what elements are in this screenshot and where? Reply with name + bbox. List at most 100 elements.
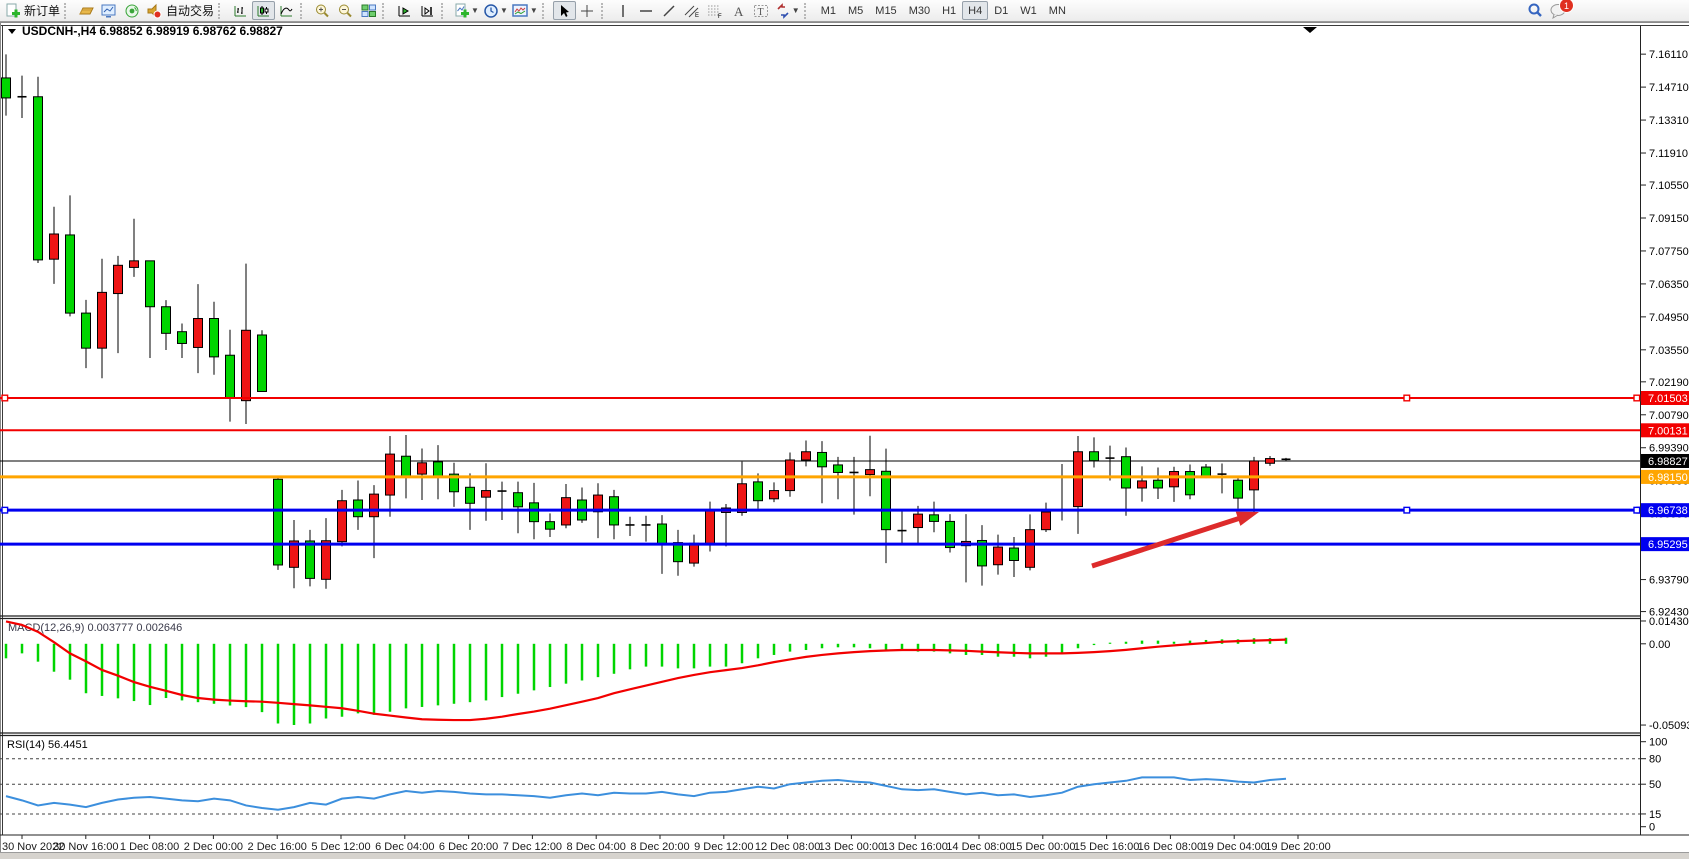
bar-chart-icon — [234, 5, 246, 16]
zoom-out-icon — [339, 4, 352, 17]
time-tick-label: 15 Dec 16:00 — [1074, 841, 1139, 853]
rsi-panel[interactable] — [0, 758, 1640, 815]
time-tick-label: 13 Dec 00:00 — [819, 841, 884, 853]
autotrading-label: 自动交易 — [166, 4, 215, 18]
timeframe-h4-button[interactable]: H4 — [962, 1, 989, 20]
time-tick-label: 30 Nov 2022 — [2, 841, 64, 853]
auto-scroll-button[interactable] — [393, 1, 416, 20]
trendline-button[interactable] — [658, 1, 681, 20]
text-icon: A — [734, 4, 744, 19]
time-tick-label: 30 Nov 16:00 — [53, 841, 118, 853]
chart-title-collapse-icon[interactable] — [8, 29, 16, 34]
tile-windows-button[interactable] — [357, 1, 380, 20]
price-tick-label: 7.10550 — [1649, 180, 1689, 192]
timeframe-w1-button[interactable]: W1 — [1020, 4, 1037, 17]
zoom-out-button[interactable] — [334, 1, 357, 20]
new-order-icon — [6, 3, 20, 17]
line-handle[interactable] — [1403, 506, 1411, 514]
crosshair-button[interactable] — [576, 1, 599, 20]
time-tick-label: 12 Dec 08:00 — [755, 841, 820, 853]
search-icon — [1528, 3, 1542, 17]
candlestick-icon — [257, 5, 269, 16]
tile-windows-icon — [361, 4, 376, 17]
rsi-scale-label: 80 — [1649, 754, 1661, 766]
timeframe-h1-button[interactable]: H1 — [942, 4, 957, 17]
svg-text:7.00131: 7.00131 — [1648, 425, 1688, 437]
svg-text:T: T — [757, 7, 763, 18]
rsi-scale-label: 15 — [1649, 809, 1661, 821]
chart-shift-marker[interactable] — [1303, 27, 1317, 33]
trend-arrow-object[interactable] — [1091, 511, 1259, 569]
profiles-button[interactable] — [75, 1, 98, 20]
zoom-in-button[interactable] — [311, 1, 334, 20]
svg-text:6.98150: 6.98150 — [1648, 472, 1688, 484]
timeframe-m5-button[interactable]: M5 — [848, 4, 864, 17]
text-button[interactable]: A — [727, 1, 750, 20]
rsi-scale-label: 0 — [1649, 822, 1655, 834]
search-button[interactable] — [1523, 1, 1546, 20]
notifications-button[interactable]: 1 — [1546, 0, 1574, 20]
indicators-button[interactable]: ▼ — [452, 1, 481, 20]
arrows-button[interactable]: ▼ — [773, 1, 802, 20]
window-bottom-edge — [0, 852, 1689, 859]
toolbar-grip — [600, 2, 610, 19]
new-order-button[interactable]: 新订单 — [3, 1, 62, 20]
time-tick-label: 19 Dec 04:00 — [1201, 841, 1266, 853]
toolbar-grip — [300, 2, 309, 19]
bar-chart-button[interactable] — [229, 1, 252, 20]
price-tick-label: 6.93790 — [1649, 575, 1689, 587]
time-tick-label: 9 Dec 12:00 — [694, 841, 753, 853]
price-tag-6.98827: 6.98827 — [1641, 453, 1689, 468]
timeframe-d1-button[interactable]: D1 — [994, 4, 1009, 17]
macd-scale-label: -0.050937 — [1649, 720, 1689, 732]
toolbar-grip — [382, 2, 391, 19]
line-chart-button[interactable] — [275, 1, 298, 20]
vertical-line-button[interactable] — [612, 1, 635, 20]
charts-button[interactable] — [98, 1, 121, 20]
fibonacci-button[interactable]: F — [704, 1, 727, 20]
time-tick-label: 14 Dec 08:00 — [946, 841, 1011, 853]
chart-title: USDCNH-,H4 6.98852 6.98919 6.98762 6.988… — [22, 24, 283, 38]
macd-signal-line — [5, 620, 1287, 722]
zoom-in-icon — [316, 4, 329, 17]
chart-shift-icon — [421, 5, 433, 16]
new-order-label: 新订单 — [24, 4, 61, 18]
macd-panel[interactable] — [4, 620, 1288, 725]
autotrading-button[interactable]: 自动交易 — [144, 1, 216, 20]
cursor-button[interactable] — [552, 1, 576, 20]
line-handle[interactable] — [1403, 394, 1411, 402]
time-tick-label: 19 Dec 20:00 — [1265, 841, 1330, 853]
charts-icon — [101, 4, 116, 17]
timeframe-mn-button[interactable]: MN — [1048, 4, 1066, 17]
templates-icon — [512, 3, 528, 17]
macd-label: MACD(12,26,9) 0.003777 0.002646 — [8, 622, 182, 634]
timeframe-m1-button[interactable]: M1 — [820, 4, 836, 17]
line-handle[interactable] — [1, 506, 9, 514]
signal-button[interactable] — [121, 1, 144, 20]
candlestick-button[interactable] — [252, 1, 276, 20]
auto-scroll-icon — [398, 5, 410, 16]
price-tag-6.96738: 6.96738 — [1641, 503, 1689, 518]
timeframe-m15-button[interactable]: M15 — [875, 4, 897, 17]
line-handle[interactable] — [1, 394, 9, 402]
periods-button[interactable]: ▼ — [481, 1, 510, 20]
time-tick-label: 6 Dec 04:00 — [375, 841, 434, 853]
templates-button[interactable]: ▼ — [510, 1, 540, 20]
signal-icon — [125, 4, 139, 17]
chart-shift-button[interactable] — [416, 1, 439, 20]
line-handle[interactable] — [1633, 506, 1641, 514]
toolbar-grip — [218, 2, 227, 19]
channel-button[interactable]: E — [681, 1, 704, 20]
text-label-button[interactable]: T — [750, 1, 773, 20]
timeframe-m30-button[interactable]: M30 — [908, 4, 931, 17]
svg-text:E: E — [695, 13, 699, 19]
dropdown-arrow-icon: ▼ — [499, 6, 508, 15]
crosshair-icon — [581, 4, 594, 17]
time-tick-label: 13 Dec 16:00 — [882, 841, 947, 853]
horizontal-line-button[interactable] — [635, 1, 658, 20]
line-handle[interactable] — [1633, 394, 1641, 402]
line-chart-icon — [280, 5, 292, 16]
price-hline-6.96738[interactable] — [0, 506, 1644, 514]
